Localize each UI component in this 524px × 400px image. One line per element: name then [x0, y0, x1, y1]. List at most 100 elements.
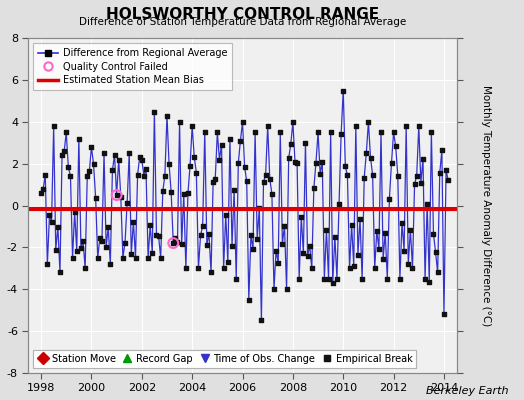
Point	[150, 108, 159, 115]
Point	[173, 238, 182, 245]
Point	[431, 249, 440, 256]
Point	[180, 191, 188, 198]
Point	[171, 235, 180, 242]
Point	[224, 259, 232, 265]
Point	[152, 232, 161, 238]
Point	[339, 88, 347, 94]
Point	[194, 265, 203, 271]
Point	[104, 224, 113, 230]
Point	[117, 194, 125, 200]
Point	[220, 265, 228, 271]
Point	[169, 240, 178, 246]
Point	[299, 250, 308, 256]
Point	[108, 167, 117, 174]
Point	[400, 247, 408, 254]
Point	[182, 265, 190, 271]
Point	[270, 286, 278, 292]
Point	[287, 141, 295, 147]
Point	[228, 243, 236, 250]
Point	[356, 216, 364, 222]
Point	[161, 172, 169, 179]
Point	[318, 159, 326, 165]
Point	[178, 241, 186, 248]
Point	[440, 311, 448, 317]
Point	[157, 254, 165, 261]
Point	[196, 232, 205, 238]
Point	[201, 129, 209, 136]
Point	[155, 233, 163, 239]
Point	[190, 154, 199, 160]
Point	[144, 254, 152, 261]
Point	[64, 164, 72, 171]
Point	[245, 296, 253, 303]
Point	[230, 187, 238, 193]
Point	[379, 256, 387, 263]
Point	[377, 129, 385, 136]
Point	[375, 246, 383, 252]
Point	[326, 129, 335, 136]
Point	[49, 123, 58, 129]
Point	[41, 172, 49, 178]
Point	[261, 172, 270, 178]
Point	[394, 172, 402, 179]
Point	[368, 172, 377, 178]
Point	[341, 163, 350, 170]
Point	[310, 185, 318, 191]
Point	[385, 196, 394, 202]
Point	[289, 119, 297, 125]
Point	[247, 232, 255, 239]
Point	[37, 190, 45, 196]
Point	[360, 174, 368, 181]
Point	[316, 170, 324, 177]
Point	[184, 190, 192, 196]
Point	[429, 230, 438, 237]
Point	[85, 168, 93, 174]
Point	[272, 247, 280, 254]
Point	[253, 236, 261, 242]
Point	[362, 150, 370, 156]
Point	[274, 260, 282, 266]
Point	[51, 247, 60, 253]
Point	[90, 161, 98, 167]
Point	[129, 218, 138, 225]
Point	[417, 180, 425, 186]
Point	[113, 192, 121, 198]
Point	[66, 172, 74, 179]
Y-axis label: Monthly Temperature Anomaly Difference (°C): Monthly Temperature Anomaly Difference (…	[481, 85, 491, 326]
Point	[74, 136, 83, 142]
Point	[410, 181, 419, 187]
Point	[259, 178, 268, 185]
Point	[389, 129, 398, 136]
Point	[442, 167, 450, 173]
Point	[314, 129, 322, 136]
Point	[188, 123, 196, 129]
Point	[249, 246, 257, 252]
Point	[373, 228, 381, 234]
Point	[241, 164, 249, 170]
Point	[203, 242, 211, 248]
Point	[72, 248, 81, 254]
Point	[322, 227, 331, 233]
Point	[100, 150, 108, 156]
Point	[45, 212, 53, 219]
Point	[106, 261, 115, 267]
Point	[335, 200, 343, 207]
Point	[62, 129, 70, 136]
Point	[381, 229, 389, 236]
Point	[199, 223, 207, 230]
Legend: Station Move, Record Gap, Time of Obs. Change, Empirical Break: Station Move, Record Gap, Time of Obs. C…	[34, 350, 416, 368]
Point	[280, 222, 289, 229]
Point	[43, 261, 51, 267]
Point	[297, 214, 305, 220]
Point	[345, 265, 354, 271]
Point	[83, 173, 91, 180]
Point	[211, 176, 220, 182]
Point	[329, 280, 337, 286]
Text: Difference of Station Temperature Data from Regional Average: Difference of Station Temperature Data f…	[79, 17, 406, 27]
Point	[406, 226, 414, 233]
Point	[146, 222, 155, 229]
Point	[136, 154, 144, 160]
Point	[159, 188, 167, 195]
Point	[192, 170, 201, 176]
Point	[303, 253, 312, 259]
